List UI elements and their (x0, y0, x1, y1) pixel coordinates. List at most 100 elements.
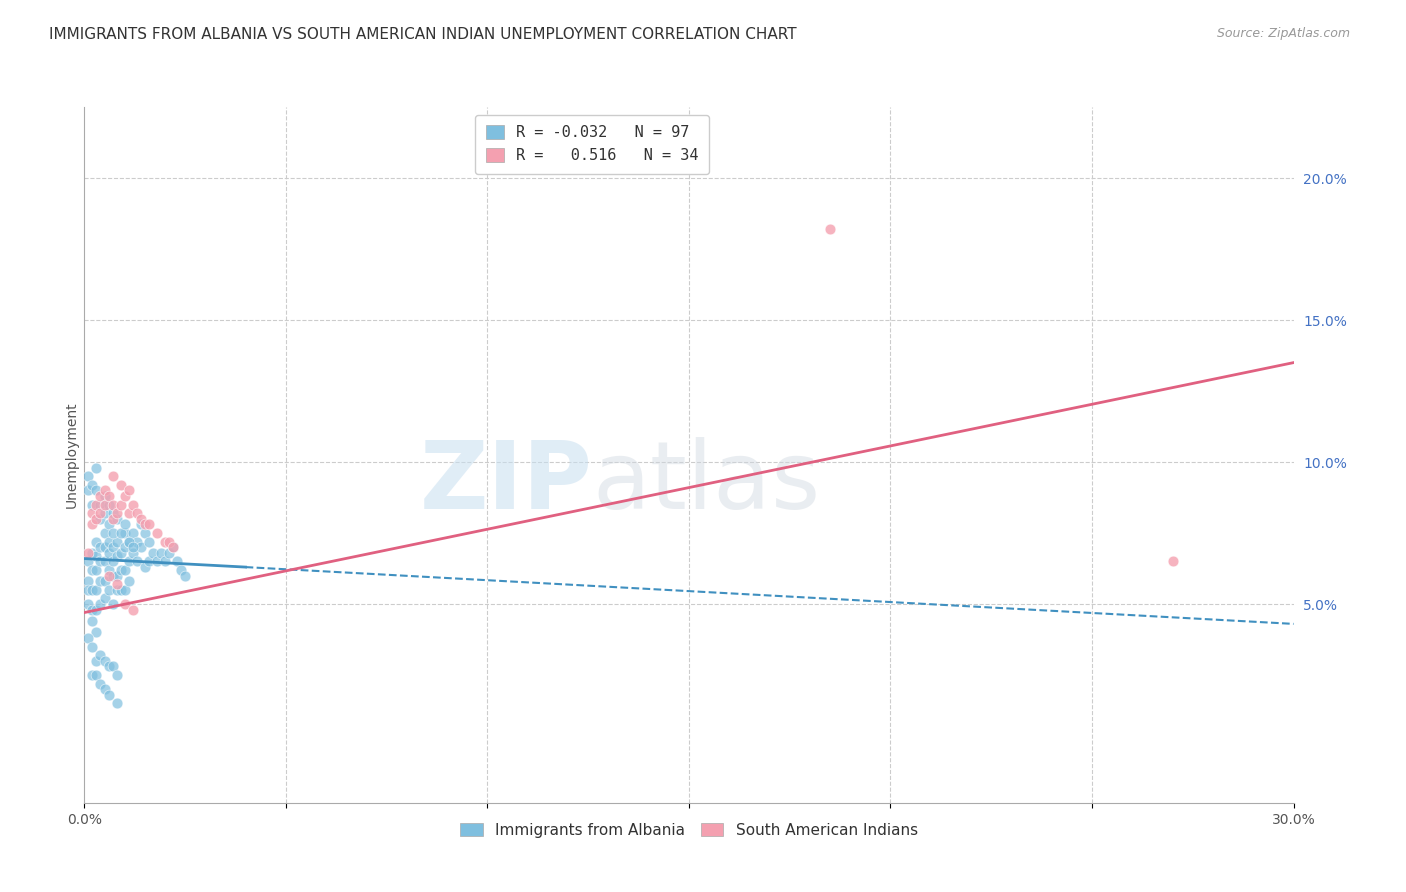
Point (101, 554, 124, 568)
Point (101, 512, 124, 526)
Point (97, 568, 120, 582)
Point (105, 697, 128, 711)
Point (170, 563, 193, 577)
Point (134, 517, 156, 532)
Point (77, 554, 100, 568)
Point (101, 540, 124, 554)
Point (89, 540, 111, 554)
Point (89, 574, 111, 589)
Point (89, 498, 111, 512)
Point (118, 534, 141, 549)
Point (82, 546, 104, 560)
Point (77, 546, 100, 560)
Point (101, 506, 124, 520)
Text: IMMIGRANTS FROM ALBANIA VS SOUTH AMERICAN INDIAN UNEMPLOYMENT CORRELATION CHART: IMMIGRANTS FROM ALBANIA VS SOUTH AMERICA… (49, 27, 797, 42)
Point (149, 546, 172, 560)
Text: ZIP: ZIP (419, 437, 592, 529)
Point (101, 597, 124, 611)
Point (114, 563, 136, 577)
Point (93, 540, 115, 554)
Point (174, 568, 197, 582)
Point (105, 568, 128, 582)
Point (86, 625, 108, 640)
Point (86, 603, 108, 617)
Point (93, 554, 115, 568)
Point (118, 534, 141, 549)
Point (93, 574, 115, 589)
Point (138, 534, 160, 549)
Point (82, 614, 104, 628)
Point (118, 574, 141, 589)
Point (97, 517, 120, 532)
Point (146, 526, 169, 541)
Point (82, 517, 104, 532)
Point (129, 512, 152, 526)
Point (97, 498, 120, 512)
Point (121, 526, 143, 541)
Point (114, 597, 136, 611)
Point (82, 498, 104, 512)
Point (77, 469, 100, 483)
Point (105, 506, 128, 520)
Point (89, 648, 111, 662)
Point (105, 668, 128, 682)
Point (818, 222, 841, 236)
Point (118, 554, 141, 568)
Text: Source: ZipAtlas.com: Source: ZipAtlas.com (1216, 27, 1350, 40)
Point (82, 506, 104, 520)
Point (93, 498, 115, 512)
Point (89, 506, 111, 520)
Point (138, 517, 160, 532)
Point (121, 498, 143, 512)
Point (1161, 554, 1184, 568)
Point (142, 546, 165, 560)
Point (105, 549, 128, 563)
Point (86, 668, 108, 682)
Point (166, 554, 188, 568)
Point (86, 483, 108, 498)
Point (121, 546, 143, 560)
Point (77, 574, 100, 589)
Point (86, 512, 108, 526)
Text: atlas: atlas (592, 437, 821, 529)
Point (77, 631, 100, 645)
Point (162, 540, 184, 554)
Point (101, 568, 124, 582)
Point (89, 597, 111, 611)
Point (125, 554, 148, 568)
Point (121, 540, 143, 554)
Point (86, 460, 108, 475)
Point (114, 489, 136, 503)
Point (89, 554, 111, 568)
Point (138, 554, 160, 568)
Point (86, 582, 108, 597)
Point (82, 668, 104, 682)
Point (125, 534, 148, 549)
Point (89, 489, 111, 503)
Point (153, 534, 176, 549)
Point (157, 546, 180, 560)
Point (118, 483, 141, 498)
Point (77, 483, 100, 498)
Point (105, 577, 128, 591)
Point (110, 582, 132, 597)
Point (101, 526, 124, 541)
Point (101, 469, 124, 483)
Point (97, 546, 120, 560)
Point (118, 506, 141, 520)
Point (82, 582, 104, 597)
Point (114, 517, 136, 532)
Point (114, 582, 136, 597)
Point (105, 582, 128, 597)
Point (110, 477, 132, 491)
Point (129, 540, 152, 554)
Point (153, 554, 176, 568)
Point (110, 526, 132, 541)
Point (114, 540, 136, 554)
Point (97, 563, 120, 577)
Point (110, 498, 132, 512)
Point (82, 603, 104, 617)
Point (77, 597, 100, 611)
Point (93, 489, 115, 503)
Point (97, 534, 120, 549)
